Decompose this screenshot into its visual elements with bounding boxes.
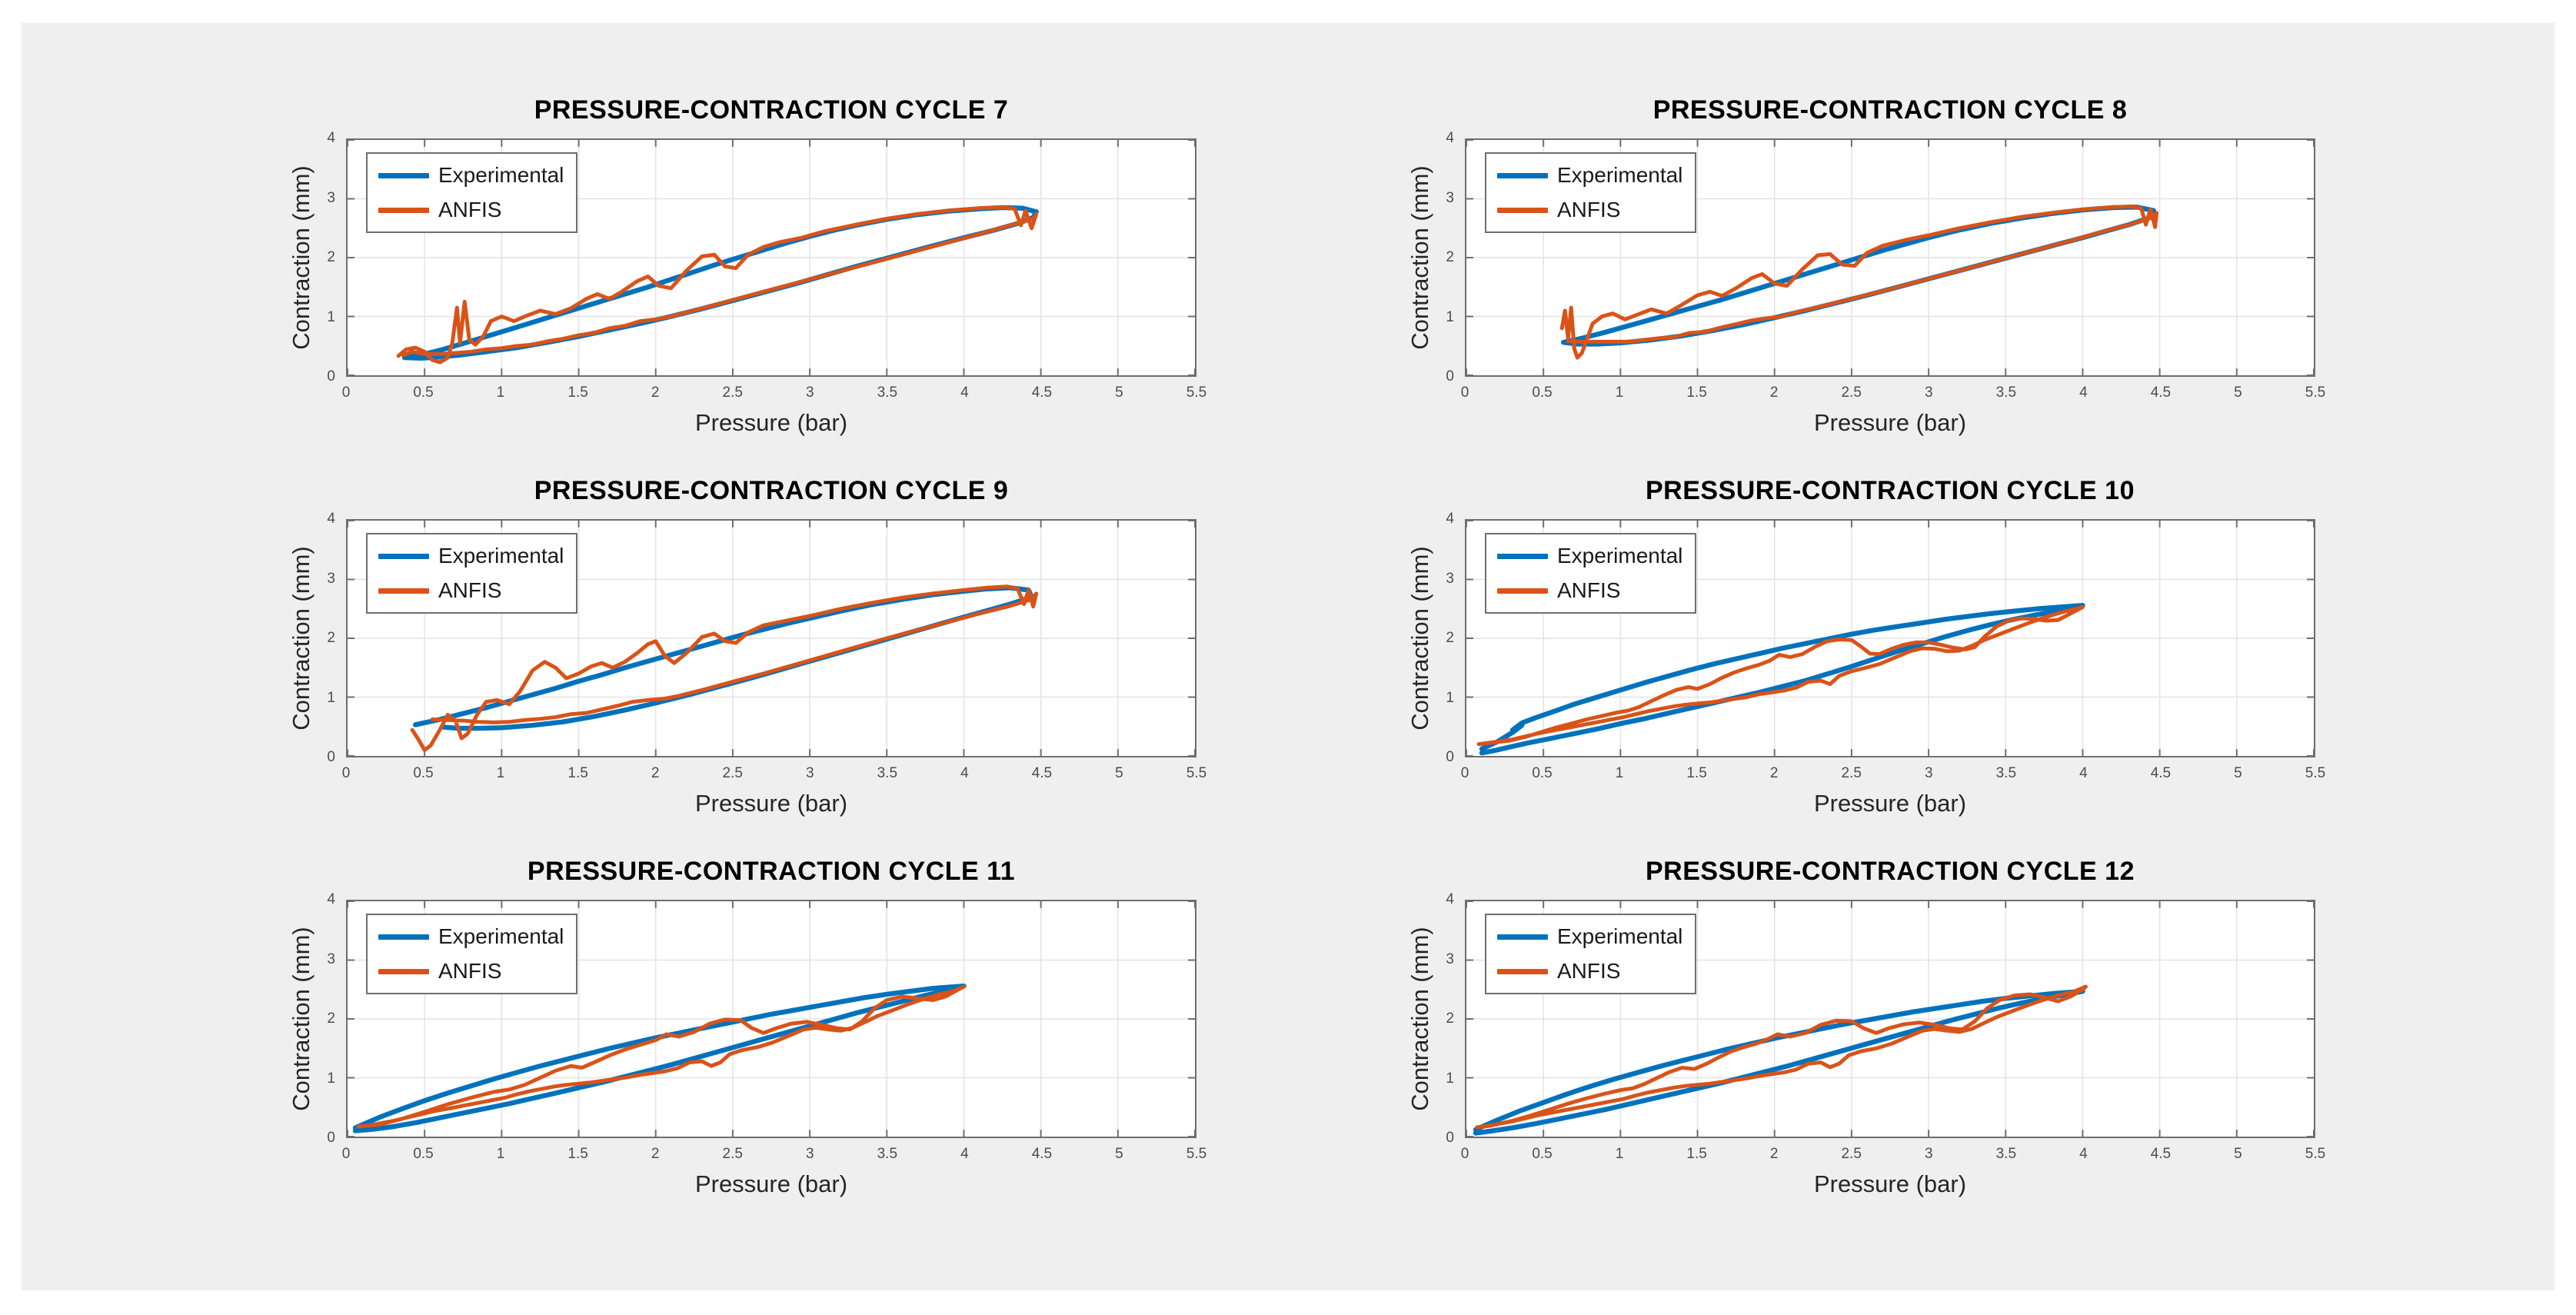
legend-label-anfis: ANFIS	[1557, 198, 1621, 221]
legend-item-anfis: ANFIS	[1497, 198, 1682, 222]
plot-title: PRESSURE-CONTRACTION CYCLE 9	[534, 476, 1009, 505]
plot-title: PRESSURE-CONTRACTION CYCLE 10	[1645, 476, 2135, 505]
legend-label-experimental: Experimental	[438, 544, 564, 568]
plot-canvas	[1466, 521, 2314, 756]
subplot-cycle-7: PRESSURE-CONTRACTION CYCLE 7 Contraction…	[288, 95, 1206, 436]
legend: Experimental ANFIS	[1485, 152, 1697, 233]
legend-label-anfis: ANFIS	[1557, 959, 1621, 983]
legend-item-experimental: Experimental	[378, 544, 564, 568]
plot-title: PRESSURE-CONTRACTION CYCLE 12	[1645, 857, 2135, 886]
x-axis-label: Pressure (bar)	[1813, 1170, 1967, 1197]
x-axis-label: Pressure (bar)	[694, 790, 848, 817]
legend-label-experimental: Experimental	[438, 163, 564, 187]
anfis-line-swatch	[1497, 207, 1548, 213]
x-axis-label: Pressure (bar)	[1813, 409, 1967, 436]
experimental-line-swatch	[1497, 172, 1548, 178]
legend-item-anfis: ANFIS	[1497, 578, 1682, 603]
plot-canvas	[348, 901, 1195, 1137]
experimental-line-swatch	[378, 934, 429, 940]
legend-label-experimental: Experimental	[438, 924, 564, 948]
y-axis-label: Contraction (mm)	[1406, 165, 1433, 350]
legend-label-anfis: ANFIS	[438, 578, 502, 602]
y-axis-label: Contraction (mm)	[288, 165, 315, 350]
plot-title: PRESSURE-CONTRACTION CYCLE 11	[527, 857, 1016, 886]
experimental-line-swatch	[1497, 553, 1548, 559]
x-axis-label: Pressure (bar)	[694, 409, 848, 436]
x-axis-label: Pressure (bar)	[694, 1170, 848, 1197]
legend-label-experimental: Experimental	[1557, 544, 1683, 568]
legend-item-experimental: Experimental	[1497, 544, 1682, 568]
plot-canvas	[348, 521, 1195, 756]
legend-label-experimental: Experimental	[1557, 924, 1683, 948]
legend: Experimental ANFIS	[1485, 914, 1697, 994]
plot-title: PRESSURE-CONTRACTION CYCLE 8	[1652, 95, 2128, 125]
subplot-cycle-10: PRESSURE-CONTRACTION CYCLE 10 Contractio…	[1406, 476, 2325, 817]
anfis-line-swatch	[378, 207, 429, 213]
y-axis-label: Contraction (mm)	[1406, 546, 1433, 731]
legend: Experimental ANFIS	[366, 914, 578, 994]
legend-label-anfis: ANFIS	[438, 198, 502, 221]
plot-canvas	[1466, 140, 2314, 375]
legend-item-anfis: ANFIS	[1497, 959, 1682, 984]
legend-item-experimental: Experimental	[378, 924, 564, 949]
anfis-line-swatch	[1497, 588, 1548, 594]
experimental-line-swatch	[1497, 934, 1548, 940]
legend: Experimental ANFIS	[366, 533, 578, 614]
legend-label-anfis: ANFIS	[438, 959, 502, 983]
anfis-line-swatch	[378, 588, 429, 594]
legend-item-anfis: ANFIS	[378, 198, 564, 222]
legend-item-experimental: Experimental	[378, 163, 564, 188]
legend: Experimental ANFIS	[366, 152, 578, 233]
anfis-line-swatch	[1497, 968, 1548, 974]
subplot-cycle-11: PRESSURE-CONTRACTION CYCLE 11 Contractio…	[288, 857, 1206, 1197]
experimental-line-swatch	[378, 172, 429, 178]
legend-item-experimental: Experimental	[1497, 163, 1682, 188]
experimental-line-swatch	[378, 553, 429, 559]
legend-label-anfis: ANFIS	[1557, 578, 1621, 602]
y-axis-label: Contraction (mm)	[288, 546, 315, 731]
subplot-cycle-9: PRESSURE-CONTRACTION CYCLE 9 Contraction…	[288, 476, 1206, 817]
legend-item-experimental: Experimental	[1497, 924, 1682, 949]
subplot-cycle-8: PRESSURE-CONTRACTION CYCLE 8 Contraction…	[1406, 95, 2325, 436]
x-axis-label: Pressure (bar)	[1813, 790, 1967, 817]
legend-item-anfis: ANFIS	[378, 578, 564, 603]
legend-item-anfis: ANFIS	[378, 959, 564, 984]
legend: Experimental ANFIS	[1485, 533, 1697, 614]
plot-title: PRESSURE-CONTRACTION CYCLE 7	[534, 95, 1009, 125]
legend-label-experimental: Experimental	[1557, 163, 1683, 187]
y-axis-label: Contraction (mm)	[1406, 927, 1433, 1111]
plot-canvas	[1466, 901, 2314, 1137]
y-axis-label: Contraction (mm)	[288, 927, 315, 1111]
plot-canvas	[348, 140, 1195, 375]
anfis-line-swatch	[378, 968, 429, 974]
plot-area	[1465, 138, 2315, 377]
subplot-cycle-12: PRESSURE-CONTRACTION CYCLE 12 Contractio…	[1406, 857, 2325, 1197]
